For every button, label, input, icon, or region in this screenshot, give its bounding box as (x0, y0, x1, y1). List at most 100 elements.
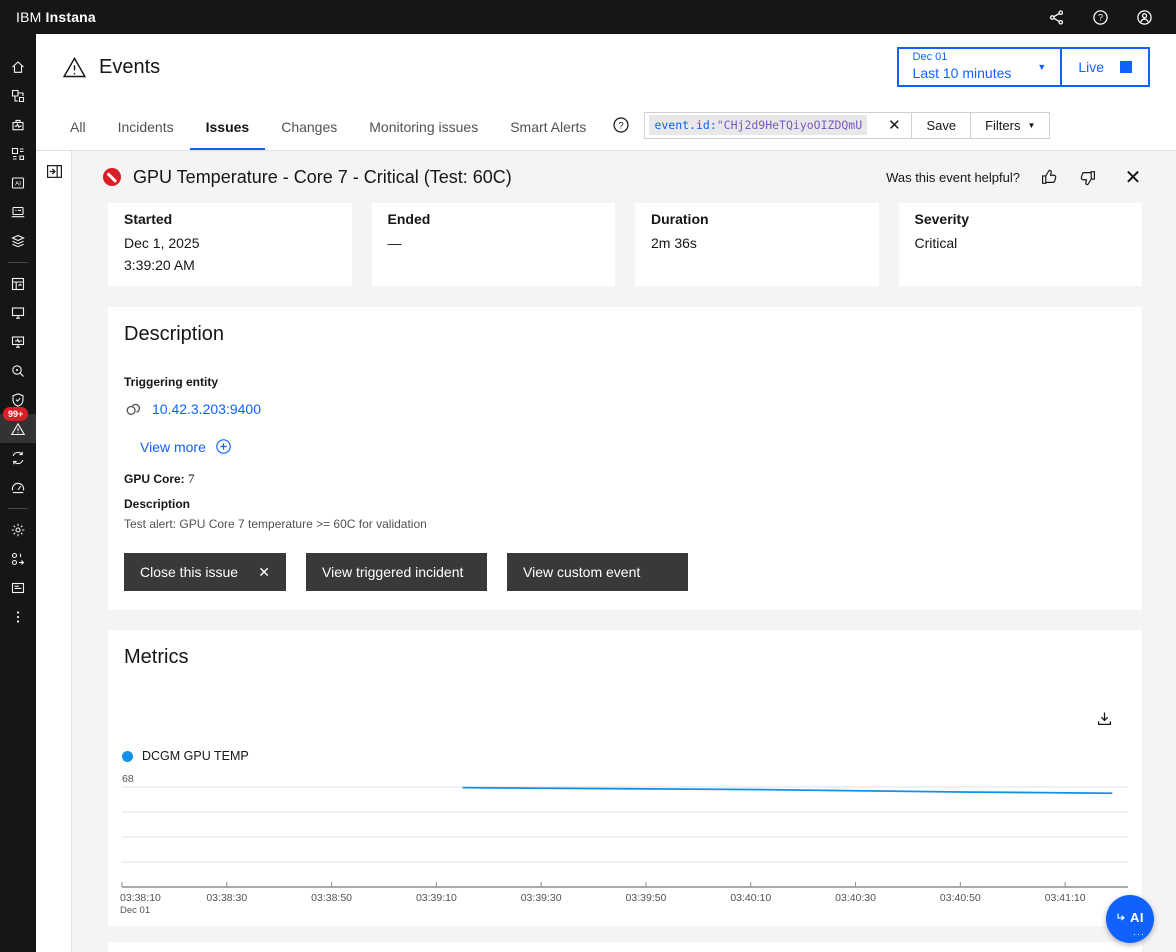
synthetic-monitoring-icon[interactable] (0, 327, 36, 356)
summary-label: Severity (914, 211, 969, 227)
tab-smart-alerts[interactable]: Smart Alerts (510, 119, 587, 135)
summary-card-ended: Ended — (371, 203, 615, 286)
ai-workloads-icon[interactable]: AI (0, 168, 36, 197)
ai-arrow-icon (1117, 912, 1125, 921)
user-avatar-icon[interactable] (1128, 1, 1160, 33)
svg-text:03:38:10: 03:38:10 (120, 892, 161, 904)
close-panel-icon[interactable]: ✕ (1124, 166, 1142, 189)
filters-button[interactable]: Filters ▼ (970, 112, 1049, 138)
svg-text:03:40:50: 03:40:50 (940, 892, 981, 904)
summary-card-duration: Duration 2m 36s (635, 203, 879, 286)
applications-icon[interactable] (0, 110, 36, 139)
helpful-prompt: Was this event helpful? (886, 169, 1020, 185)
dashboards-icon[interactable] (0, 269, 36, 298)
svg-text:03:39:10: 03:39:10 (416, 892, 457, 904)
svg-text:03:38:50: 03:38:50 (311, 892, 352, 904)
infrastructure-monitoring-icon[interactable] (0, 298, 36, 327)
help-icon[interactable]: ? (1084, 1, 1116, 33)
svg-text:?: ? (1097, 12, 1102, 22)
summary-value: 2m 36s (651, 235, 697, 251)
brand-name: Instana (45, 9, 96, 25)
summary-value: Critical (914, 235, 958, 251)
nav-divider (0, 501, 36, 515)
event-detail-content: Started Dec 1, 2025 3:39:20 AM Ended — Durati… (72, 203, 1176, 952)
time-range-date: Dec 01 (912, 51, 948, 64)
settings-icon[interactable] (0, 515, 36, 544)
svg-text:03:39:30: 03:39:30 (521, 892, 562, 904)
clear-query-icon[interactable]: ✕ (888, 117, 901, 134)
nav-divider (0, 255, 36, 269)
page-title: Events (99, 55, 161, 78)
summary-value: Dec 1, 2025 (124, 235, 200, 251)
live-label: Live (1078, 59, 1104, 75)
time-range-picker[interactable]: Dec 01 Last 10 minutes ▼ (899, 49, 1061, 85)
events-icon[interactable]: 99+ (0, 407, 36, 443)
side-nav: AI 99+ (0, 34, 36, 952)
more-menu-icon[interactable] (0, 602, 36, 631)
feature-flags-icon[interactable] (0, 544, 36, 573)
whats-new-icon[interactable] (0, 573, 36, 602)
events-page: Events Dec 01 Last 10 minutes ▼ Live All… (36, 34, 1176, 952)
tab-all[interactable]: All (70, 119, 86, 135)
live-toggle-button[interactable]: Live (1060, 49, 1148, 85)
security-icon[interactable] (0, 385, 36, 414)
svg-text:03:41:10: 03:41:10 (1045, 892, 1086, 904)
metrics-chart[interactable]: 68 03:38:10 Dec 01 03:38:30 03:38:50 03:39:10… (116, 770, 1134, 926)
triggering-entity-link[interactable]: 10.42.3.203:9400 (152, 400, 261, 417)
tab-issues[interactable]: Issues (189, 100, 266, 150)
query-input[interactable]: event.id:"CHj2d9HeTQiyoOIZDQmU (645, 113, 877, 138)
next-card-partial (108, 942, 1142, 952)
tab-incidents[interactable]: Incidents (117, 119, 174, 135)
tab-changes[interactable]: Changes (281, 119, 338, 135)
chevron-down-icon: ▼ (1027, 120, 1036, 130)
automation-icon[interactable] (0, 443, 36, 472)
event-actions: Close this issue ✕ View triggered incident… (124, 553, 1126, 591)
top-bar: IBM Instana ? (0, 0, 1176, 34)
open-panel-icon[interactable] (36, 151, 72, 191)
events-count-badge: 99+ (3, 407, 29, 421)
view-more-link[interactable]: View more (140, 438, 1126, 455)
view-more-label: View more (140, 438, 206, 455)
ai-assistant-button[interactable]: AI ··· (1106, 895, 1154, 943)
thumbs-down-icon[interactable] (1072, 162, 1102, 192)
websites-icon[interactable] (0, 197, 36, 226)
view-custom-event-button[interactable]: View custom event (507, 553, 688, 591)
close-icon: ✕ (258, 563, 270, 580)
stop-square-icon (1120, 61, 1132, 73)
download-icon[interactable] (1090, 704, 1118, 732)
chart-legend[interactable]: DCGM GPU TEMP (122, 749, 249, 763)
thumbs-up-icon[interactable] (1034, 162, 1064, 192)
filters-label: Filters (985, 117, 1021, 133)
description-heading: Description (124, 323, 225, 345)
legend-label: DCGM GPU TEMP (142, 749, 249, 763)
chevron-down-icon: ▼ (1037, 62, 1047, 72)
summary-card-started: Started Dec 1, 2025 3:39:20 AM (108, 203, 352, 286)
query-token[interactable]: event.id:"CHj2d9HeTQiyoOIZDQmU (649, 115, 868, 135)
platforms-icon[interactable] (0, 139, 36, 168)
home-icon[interactable] (0, 52, 36, 81)
triggering-entity-label: Triggering entity (124, 375, 219, 389)
self-monitoring-icon[interactable] (0, 472, 36, 501)
summary-card-severity: Severity Critical (898, 203, 1142, 286)
svg-text:Dec 01: Dec 01 (120, 905, 150, 916)
filter-group: event.id:"CHj2d9HeTQiyoOIZDQmU ✕ Save Fi… (644, 111, 1051, 139)
collapsed-panel-rail (36, 151, 72, 952)
tab-monitoring-issues[interactable]: Monitoring issues (369, 119, 479, 135)
save-filter-button[interactable]: Save (911, 112, 970, 138)
view-triggered-incident-button[interactable]: View triggered incident (306, 553, 487, 591)
gpu-core-value: 7 (188, 471, 195, 486)
summary-label: Ended (387, 211, 431, 227)
tabs-help-icon[interactable]: ? (610, 114, 632, 136)
share-icon[interactable] (1040, 1, 1072, 33)
analytics-icon[interactable] (0, 356, 36, 385)
description-sub-label: Description (124, 497, 191, 511)
svg-text:03:40:10: 03:40:10 (730, 892, 771, 904)
infrastructure-icon[interactable] (0, 81, 36, 110)
metrics-card: Metrics DCGM GPU TEMP 68 03:38:10 Dec 01 03… (108, 630, 1142, 926)
legend-dot (122, 750, 133, 762)
close-this-issue-button[interactable]: Close this issue ✕ (124, 553, 286, 591)
brand-prefix: IBM (16, 9, 42, 25)
time-range-value: Last 10 minutes (912, 65, 1012, 82)
metrics-heading: Metrics (124, 646, 189, 668)
service-levels-icon[interactable] (0, 226, 36, 255)
